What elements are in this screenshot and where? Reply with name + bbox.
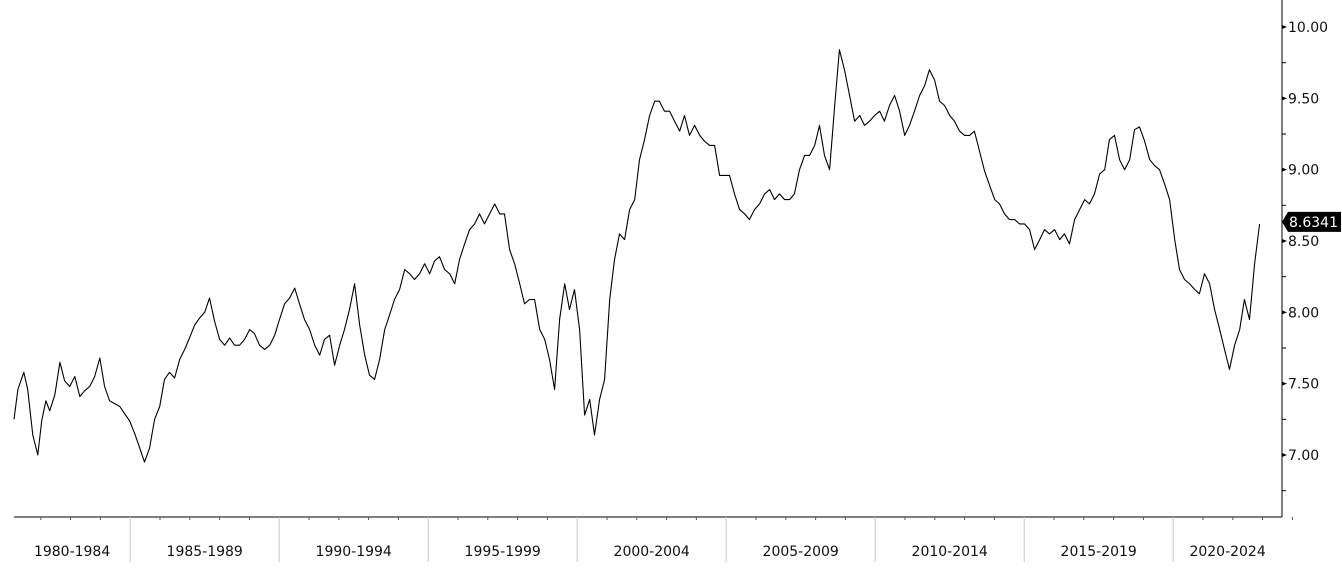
y-tick-mark	[1282, 25, 1287, 29]
y-tick-mark	[1282, 381, 1287, 386]
y-tick-mark	[1282, 239, 1287, 244]
last-value-text: 8.6341	[1289, 215, 1338, 231]
y-tick-label: 7.00	[1288, 448, 1319, 464]
y-tick-label: 8.50	[1288, 234, 1319, 250]
x-category-label: 2010-2014	[912, 544, 988, 560]
y-tick-mark	[1282, 96, 1287, 101]
y-tick-label: 9.00	[1288, 163, 1319, 179]
x-category-label: 1985-1989	[167, 544, 243, 560]
x-category-label: 1995-1999	[465, 544, 541, 560]
y-tick-label: 10.00	[1288, 20, 1328, 36]
y-axis: 7.00 7.50 8.00 8.50 9.00 9.50 10.00	[1281, 0, 1328, 517]
x-category-label: 1990-1994	[316, 544, 392, 560]
y-tick-mark	[1282, 167, 1287, 172]
y-tick-label: 9.50	[1288, 91, 1319, 107]
price-line	[13, 49, 1261, 463]
x-axis: 1980-1984 1985-1989 1990-1994 1995-1999 2000…	[14, 516, 1293, 562]
x-category-label: 2000-2004	[614, 544, 690, 560]
y-tick-mark	[1282, 453, 1287, 458]
y-tick-mark	[1282, 310, 1287, 315]
y-tick-label: 8.00	[1288, 305, 1319, 321]
last-value-badge: 8.6341	[1282, 211, 1341, 232]
x-category-label: 2005-2009	[763, 544, 839, 560]
x-category-label: 2020-2024	[1189, 544, 1265, 560]
y-tick-label: 7.50	[1288, 377, 1319, 393]
series-path	[13, 49, 1261, 463]
x-category-label: 1980-1984	[34, 544, 110, 560]
x-category-label: 2015-2019	[1061, 544, 1137, 560]
